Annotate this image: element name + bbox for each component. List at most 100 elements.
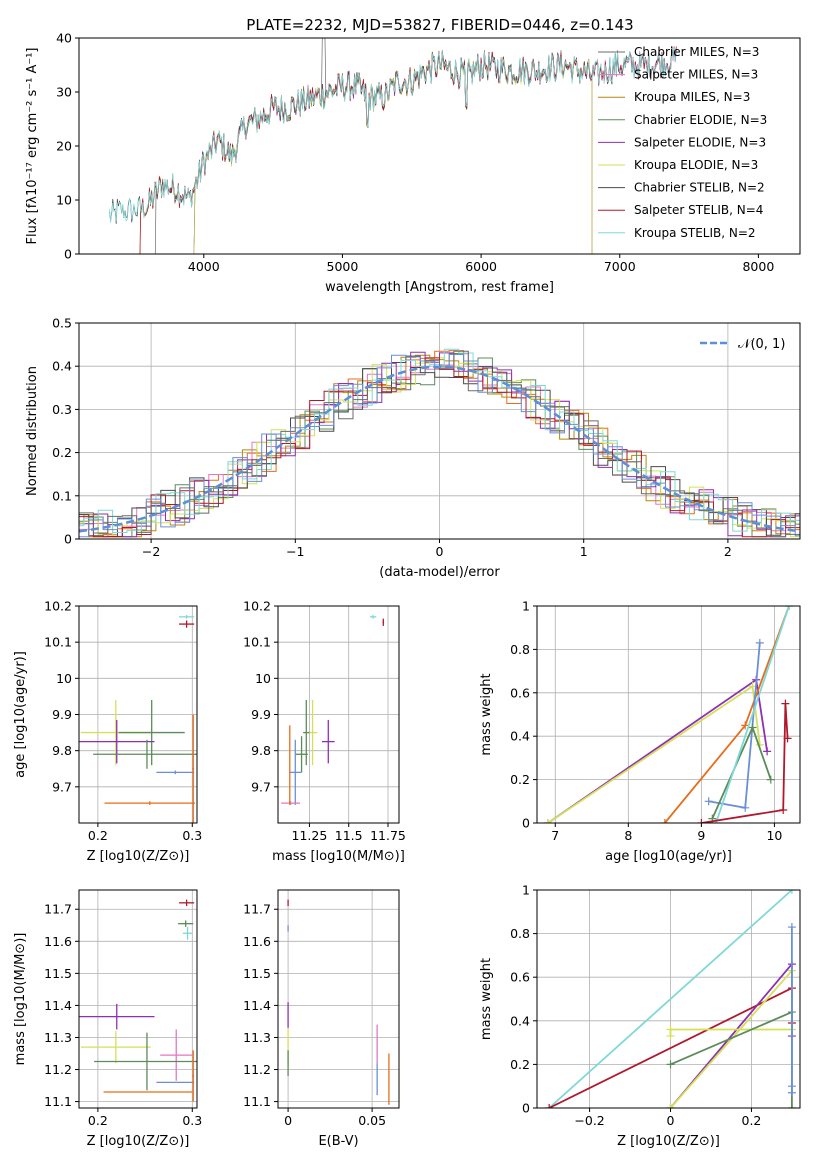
mass-vs-Z-ytick-label-4: 11.5 [44, 966, 72, 981]
spectrum-ytick-label-4: 40 [56, 31, 72, 46]
massweight-vs-age-ytick-label-5: 1 [522, 599, 530, 614]
spectrum-series-line-3 [193, 50, 593, 254]
spectrum-ytick-label-2: 20 [56, 139, 72, 154]
mass-vs-Z-ytick-label-0: 11.1 [44, 1094, 72, 1109]
spectrum-plot [109, 38, 677, 254]
massweight-vs-age-point-2-0 [660, 819, 669, 823]
massweight-vs-Z-ytick-label-2: 0.4 [510, 1013, 530, 1028]
residuals-ytick-label-1: 0.1 [52, 488, 72, 503]
massweight-vs-age-ylabel: mass weight [479, 673, 494, 755]
age-vs-Z-ylabel: age [log10(age/yr)] [13, 651, 28, 778]
massweight-vs-Z-point-3-0 [666, 1104, 675, 1108]
legend-entry-6: Chabrier STELIB, N=2 [634, 181, 765, 195]
residuals-xtick-label-1: −1 [286, 544, 304, 559]
age-vs-Z-ytick-label-2: 9.9 [52, 707, 72, 722]
age-vs-Z-ytick-label-1: 9.8 [52, 743, 72, 758]
mass-vs-EBV-plot [287, 899, 390, 1105]
age-vs-Z-panel: 0.2 0.3 9.7 9.8 9.9 10 10.1 10.2 Z [log10(Z/Z⊙)]… [13, 599, 202, 865]
massweight-vs-Z-point-5-0 [787, 923, 796, 932]
mass-vs-EBV-ytick-label-5: 11.6 [243, 934, 271, 949]
residuals-xtick-label-2: 0 [436, 544, 444, 559]
massweight-vs-age-point-3-2 [755, 638, 764, 647]
spectrum-series-line-7 [139, 46, 677, 254]
massweight-vs-Z-panel: −0.2 0 0.2 0 0.2 0.4 0.6 0.8 1 Z [log10(Z/Z⊙)] mas… [479, 883, 801, 1149]
massweight-vs-age-xtick-label-3: 10 [766, 828, 782, 843]
mass-vs-Z-panel: 0.2 0.3 11.1 11.2 11.3 11.4 11.5 11.6 11.7 Z [log… [13, 889, 202, 1149]
massweight-vs-age-series-line-1 [547, 684, 761, 823]
massweight-vs-age-ytick-label-2: 0.4 [510, 729, 530, 744]
spectrum-xtick-label-2: 6000 [465, 259, 497, 274]
spectrum-series-line-8 [109, 47, 677, 223]
age-vs-Z-xlabel: Z [log10(Z/Z⊙)] [87, 849, 190, 864]
massweight-vs-age-ytick-label-0: 0 [522, 816, 530, 831]
mass-vs-EBV-xlabel: E(B-V) [318, 1134, 358, 1149]
age-vs-mass-xlabel: mass [log10(M/M⊙)] [272, 849, 405, 864]
mass-vs-EBV-frame [277, 889, 400, 1109]
age-vs-Z-ytick-label-5: 10.2 [44, 599, 72, 614]
mass-vs-EBV-ytick-label-0: 11.1 [243, 1094, 271, 1109]
age-vs-mass-xtick-label-1: 11.5 [335, 828, 363, 843]
massweight-vs-age-xlabel: age [log10(age/yr)] [605, 849, 732, 864]
spectrum-xtick-label-0: 4000 [188, 259, 220, 274]
massweight-vs-Z-ytick-label-3: 0.6 [510, 970, 530, 985]
spectrum-xtick-label-4: 8000 [742, 259, 774, 274]
mass-vs-EBV-xtick-label-1: 0.05 [358, 1113, 386, 1128]
spectrum-xtick-label-3: 7000 [604, 259, 636, 274]
massweight-vs-age-point-4-1 [748, 723, 757, 732]
massweight-vs-age-point-2-1 [741, 721, 750, 730]
spectrum-ylabel: Flux [fλ10⁻¹⁷ erg cm⁻² s⁻¹ A⁻¹] [25, 48, 40, 245]
massweight-vs-age-series-line-4 [711, 725, 772, 820]
spectrum-ytick-label-0: 0 [64, 247, 72, 262]
massweight-vs-Z-point-4-0 [666, 1060, 675, 1069]
age-vs-mass-xtick-label-2: 11.75 [370, 828, 406, 843]
residuals-ylabel: Normed distribution [25, 366, 40, 496]
residuals-ytick-label-0: 0 [64, 532, 72, 547]
massweight-vs-Z-ytick-label-1: 0.2 [510, 1057, 530, 1072]
residuals-panel: −2 −1 0 1 2 0 0.1 0.2 0.3 0.4 0.5 (data-model)/erro… [25, 316, 801, 580]
massweight-vs-Z-xtick-label-2: 0.2 [742, 1113, 762, 1128]
spectrum-ytick-label-1: 10 [56, 193, 72, 208]
mass-vs-Z-ytick-label-2: 11.3 [44, 1030, 72, 1045]
mass-vs-Z-ytick-label-1: 11.2 [44, 1062, 72, 1077]
massweight-vs-age-point-6-0 [697, 819, 706, 823]
massweight-vs-age-point-6-2 [781, 699, 790, 708]
residual-hist-8 [79, 348, 800, 533]
mass-vs-EBV-ytick-label-6: 11.7 [243, 902, 271, 917]
mass-vs-EBV-ytick-label-3: 11.4 [243, 998, 271, 1013]
mass-vs-Z-ylabel: mass [log10(M/M⊙)] [13, 933, 28, 1066]
age-vs-mass-ytick-label-5: 10.2 [243, 599, 271, 614]
mass-vs-EBV-panel: 0 0.05 11.1 11.2 11.3 11.4 11.5 11.6 11.7 E(B-V) [243, 889, 400, 1149]
residuals-ytick-label-2: 0.2 [52, 445, 72, 460]
massweight-vs-Z-ytick-label-0: 0 [522, 1101, 530, 1116]
residuals-xtick-label-4: 2 [724, 544, 732, 559]
age-vs-Z-xtick-label-1: 0.3 [182, 828, 202, 843]
massweight-vs-age-series-line-6 [701, 703, 789, 823]
massweight-vs-age-point-0-2 [763, 747, 772, 756]
legend-entry-7: Salpeter STELIB, N=4 [634, 203, 763, 217]
massweight-vs-Z-point-5-2 [787, 1082, 796, 1091]
age-vs-mass-ytick-label-1: 9.8 [251, 743, 271, 758]
age-vs-mass-ytick-label-3: 10 [255, 671, 271, 686]
residuals-xtick-label-3: 1 [580, 544, 588, 559]
massweight-vs-age-xtick-label-0: 7 [551, 828, 559, 843]
age-vs-mass-ytick-label-2: 9.9 [251, 707, 271, 722]
mass-vs-Z-xtick-label-0: 0.2 [88, 1113, 108, 1128]
age-vs-Z-xtick-label-0: 0.2 [88, 828, 108, 843]
legend-entry-3: Chabrier ELODIE, N=3 [634, 113, 767, 127]
massweight-vs-Z-point-1-0 [545, 1104, 554, 1108]
mass-vs-Z-ytick-label-3: 11.4 [44, 998, 72, 1013]
massweight-vs-age-xtick-label-1: 8 [624, 828, 632, 843]
massweight-vs-age-point-5-1 [785, 606, 794, 610]
mass-vs-Z-xtick-label-1: 0.3 [182, 1113, 202, 1128]
massweight-vs-age-series-line-5 [715, 606, 790, 823]
age-vs-Z-ytick-label-4: 10.1 [44, 635, 72, 650]
massweight-vs-age-point-3-1 [741, 803, 750, 812]
massweight-vs-Z-series-line-0 [548, 890, 793, 1108]
massweight-vs-Z-xtick-label-0: −0.2 [574, 1113, 604, 1128]
legend-entry-1: Salpeter MILES, N=3 [634, 68, 758, 82]
massweight-vs-Z-point-3-4 [666, 1032, 675, 1041]
massweight-vs-age-frame [536, 605, 801, 824]
age-vs-mass-ytick-label-0: 9.7 [251, 779, 271, 794]
residuals-plot [79, 348, 800, 538]
